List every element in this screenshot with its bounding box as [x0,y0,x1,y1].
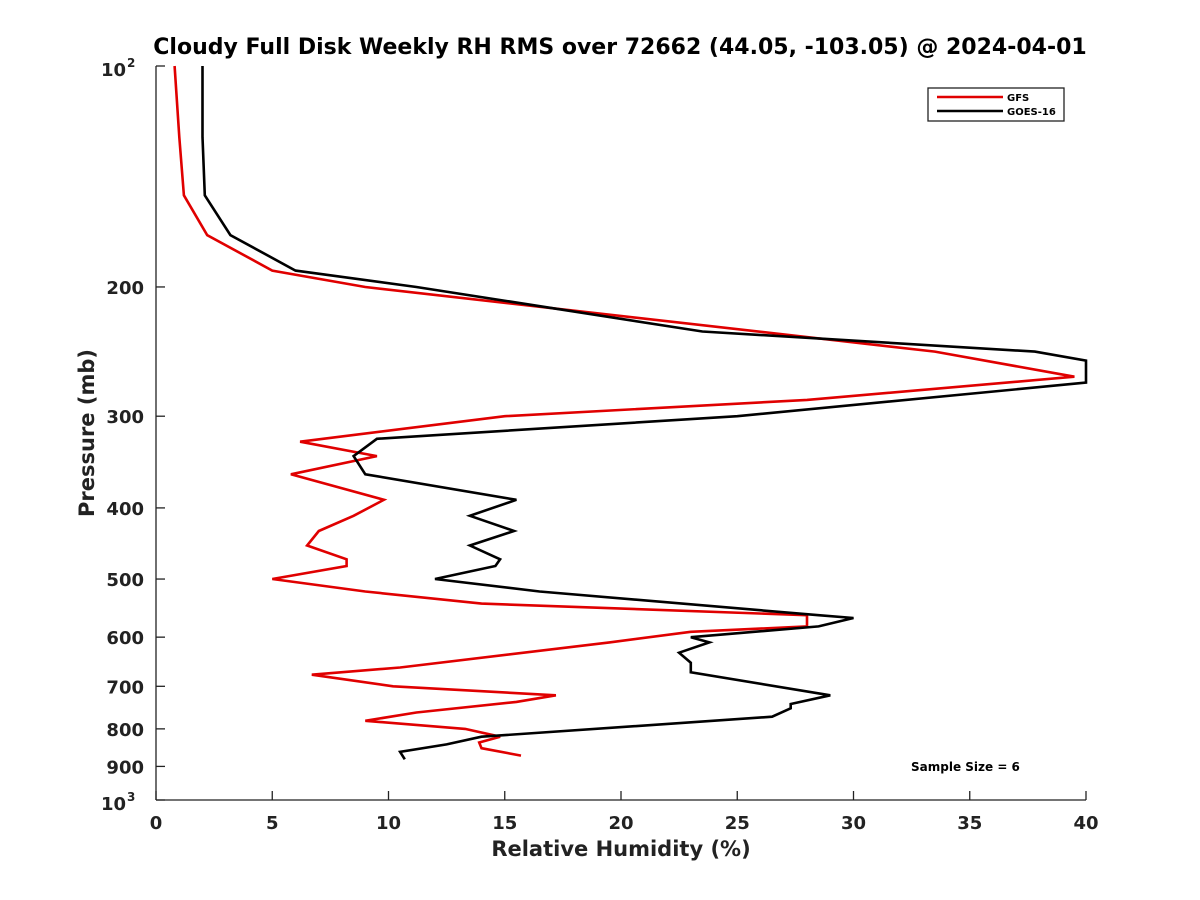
x-tick-label: 20 [608,813,633,834]
legend-box [927,87,1065,122]
x-axis-label: Relative Humidity (%) [491,837,750,861]
y-tick-label: 600 [106,628,144,649]
legend: GFS GOES-16 [927,87,1065,122]
y-tick-label: 10 2 [101,56,135,81]
y-tick-label: 800 [106,720,144,741]
x-tick-label: 35 [957,813,982,834]
x-tick-label: 10 [376,813,401,834]
plot-area [156,66,1086,800]
y-tick-exponent: 2 [127,56,135,70]
y-tick-label: 400 [106,499,144,520]
series-line-goes16 [201,66,1088,760]
y-tick-label: 200 [106,278,144,299]
y-tick-label: 10 3 [101,790,135,815]
y-tick-label: 500 [106,570,144,591]
x-tick-label: 25 [725,813,750,834]
x-tick-label: 30 [841,813,866,834]
legend-label-goes16: GOES-16 [1007,107,1056,118]
chart-title: Cloudy Full Disk Weekly RH RMS over 7266… [153,35,1086,60]
x-tick-label: 5 [266,813,279,834]
legend-label-gfs: GFS [1007,93,1029,104]
y-tick-exponent: 3 [127,790,135,804]
x-tick-label: 40 [1073,813,1098,834]
x-tick-label: 15 [492,813,517,834]
y-axis-label: Pressure (mb) [75,349,99,517]
x-tick-label: 0 [150,813,163,834]
series-layer [173,65,1088,760]
y-tick-base: 10 [101,794,126,815]
y-tick-label: 700 [106,677,144,698]
y-tick-label: 900 [106,757,144,778]
series-line-gfs [173,65,1075,757]
y-tick-label: 300 [106,407,144,428]
sample-size-note: Sample Size = 6 [911,760,1020,774]
y-tick-base: 10 [101,60,126,81]
x-axis-ticks: 0 5 10 15 20 25 30 35 40 [150,791,1099,834]
